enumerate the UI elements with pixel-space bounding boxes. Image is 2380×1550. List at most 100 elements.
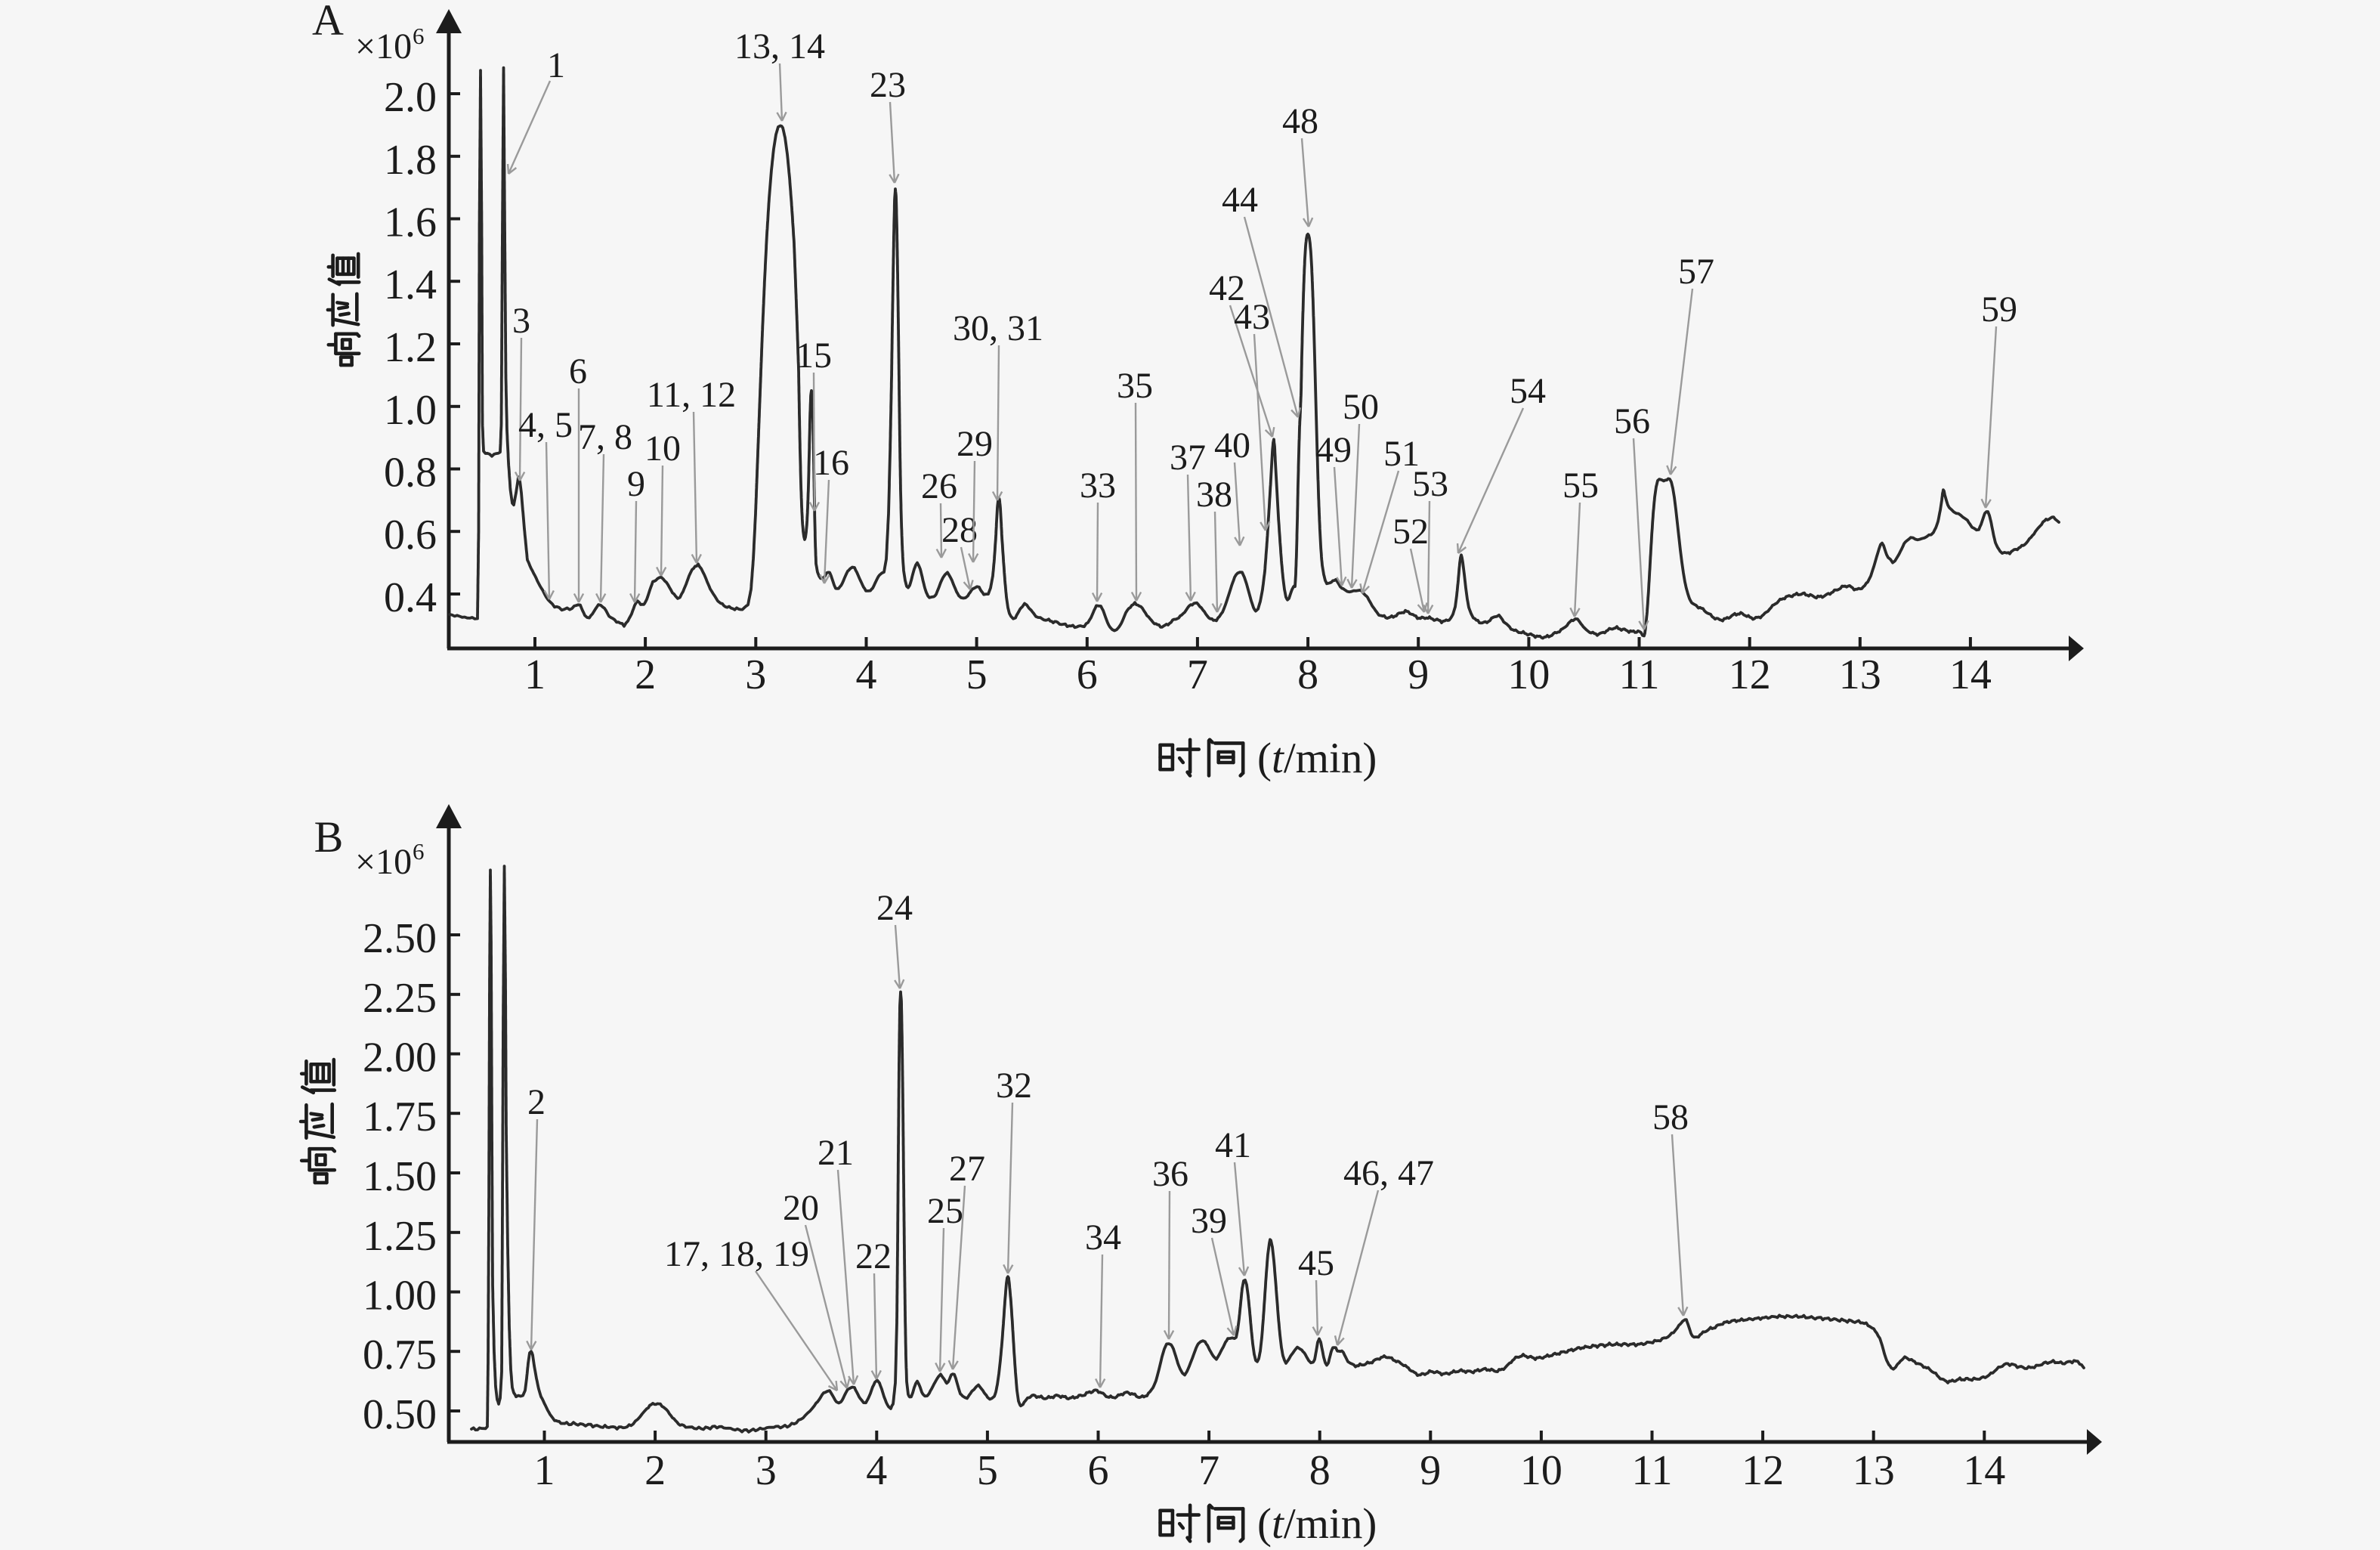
svg-text:6: 6 <box>1077 651 1098 698</box>
svg-text:10: 10 <box>1507 651 1550 698</box>
svg-text:53: 53 <box>1412 464 1448 504</box>
svg-text:7: 7 <box>1187 651 1208 698</box>
svg-text:9: 9 <box>1408 651 1429 698</box>
svg-text:10: 10 <box>1520 1447 1562 1494</box>
svg-text:54: 54 <box>1510 371 1546 411</box>
svg-text:28: 28 <box>941 510 978 550</box>
svg-text:25: 25 <box>927 1191 963 1231</box>
svg-text:46, 47: 46, 47 <box>1343 1153 1434 1193</box>
svg-text:×10: ×10 <box>355 842 412 882</box>
svg-text:B: B <box>314 812 344 862</box>
svg-text:1.6: 1.6 <box>384 200 437 246</box>
svg-text:3: 3 <box>745 651 766 698</box>
svg-text:11: 11 <box>1619 651 1660 698</box>
svg-text:30, 31: 30, 31 <box>953 308 1043 348</box>
svg-text:8: 8 <box>1297 651 1318 698</box>
svg-text:9: 9 <box>1420 1447 1441 1494</box>
svg-text:7, 8: 7, 8 <box>578 417 632 457</box>
svg-text:0.50: 0.50 <box>363 1391 437 1438</box>
svg-text:24: 24 <box>876 888 913 928</box>
svg-text:51: 51 <box>1383 434 1420 474</box>
svg-text:A: A <box>312 0 344 45</box>
svg-text:2.25: 2.25 <box>363 975 437 1022</box>
svg-text:2: 2 <box>635 651 656 698</box>
svg-text:(t/min): (t/min) <box>1257 1500 1377 1548</box>
svg-text:40: 40 <box>1214 425 1250 466</box>
svg-text:42: 42 <box>1209 268 1245 308</box>
svg-text:11: 11 <box>1632 1447 1673 1494</box>
svg-text:5: 5 <box>966 651 988 698</box>
svg-text:4, 5: 4, 5 <box>518 405 573 445</box>
svg-text:1.00: 1.00 <box>363 1273 437 1320</box>
svg-text:1.50: 1.50 <box>363 1153 437 1200</box>
svg-text:57: 57 <box>1678 252 1714 292</box>
svg-text:1.2: 1.2 <box>384 324 437 371</box>
svg-text:6: 6 <box>413 838 425 865</box>
svg-text:22: 22 <box>855 1236 892 1276</box>
svg-text:45: 45 <box>1298 1243 1334 1283</box>
svg-text:2.0: 2.0 <box>384 74 437 121</box>
svg-text:14: 14 <box>1963 1447 2005 1494</box>
svg-text:27: 27 <box>949 1149 985 1189</box>
svg-text:52: 52 <box>1392 512 1429 552</box>
svg-text:2.00: 2.00 <box>363 1035 437 1081</box>
svg-text:14: 14 <box>1949 651 1992 698</box>
svg-text:2: 2 <box>527 1082 546 1122</box>
svg-text:13, 14: 13, 14 <box>734 26 825 67</box>
svg-text:26: 26 <box>921 466 957 506</box>
svg-text:6: 6 <box>569 351 587 391</box>
svg-text:12: 12 <box>1742 1447 1784 1494</box>
svg-text:41: 41 <box>1215 1125 1251 1165</box>
svg-text:2.50: 2.50 <box>363 915 437 962</box>
svg-text:35: 35 <box>1117 366 1153 406</box>
svg-text:1.0: 1.0 <box>384 387 437 434</box>
svg-text:16: 16 <box>813 443 849 483</box>
svg-text:58: 58 <box>1652 1097 1689 1137</box>
svg-text:3: 3 <box>756 1447 777 1494</box>
svg-text:13: 13 <box>1853 1447 1895 1494</box>
svg-text:11, 12: 11, 12 <box>647 375 736 415</box>
svg-text:×10: ×10 <box>355 26 412 67</box>
svg-text:1.75: 1.75 <box>363 1094 437 1140</box>
svg-text:1.4: 1.4 <box>384 261 437 308</box>
svg-text:6: 6 <box>1088 1447 1109 1494</box>
svg-text:3: 3 <box>512 301 530 341</box>
svg-text:38: 38 <box>1196 475 1232 515</box>
svg-text:23: 23 <box>870 65 906 105</box>
svg-text:2: 2 <box>644 1447 666 1494</box>
svg-text:0.75: 0.75 <box>363 1332 437 1378</box>
svg-text:55: 55 <box>1562 466 1599 506</box>
svg-text:56: 56 <box>1614 401 1650 441</box>
svg-text:20: 20 <box>783 1188 819 1228</box>
svg-text:0.8: 0.8 <box>384 450 437 497</box>
svg-text:1.8: 1.8 <box>384 137 437 184</box>
svg-text:1.25: 1.25 <box>363 1213 437 1260</box>
svg-text:1: 1 <box>547 45 565 85</box>
svg-text:59: 59 <box>1981 289 2017 329</box>
svg-text:5: 5 <box>977 1447 998 1494</box>
svg-text:44: 44 <box>1222 180 1258 220</box>
svg-text:17, 18, 19: 17, 18, 19 <box>664 1234 809 1274</box>
svg-text:37: 37 <box>1170 438 1206 478</box>
svg-text:21: 21 <box>818 1133 854 1173</box>
svg-text:34: 34 <box>1085 1217 1121 1258</box>
svg-text:13: 13 <box>1839 651 1881 698</box>
svg-text:43: 43 <box>1234 297 1270 337</box>
svg-text:(t/min): (t/min) <box>1257 735 1377 782</box>
svg-text:9: 9 <box>627 464 645 504</box>
svg-text:1: 1 <box>524 651 546 698</box>
svg-text:0.4: 0.4 <box>384 574 437 621</box>
svg-text:8: 8 <box>1309 1447 1331 1494</box>
svg-text:7: 7 <box>1198 1447 1219 1494</box>
svg-text:39: 39 <box>1191 1201 1227 1241</box>
svg-text:49: 49 <box>1315 430 1352 470</box>
svg-text:50: 50 <box>1343 387 1379 427</box>
svg-text:36: 36 <box>1152 1154 1188 1194</box>
svg-text:0.6: 0.6 <box>384 512 437 558</box>
svg-text:4: 4 <box>856 651 877 698</box>
svg-text:48: 48 <box>1282 101 1318 141</box>
svg-text:33: 33 <box>1080 466 1116 506</box>
svg-text:1: 1 <box>534 1447 555 1494</box>
svg-text:15: 15 <box>796 336 832 376</box>
svg-text:32: 32 <box>996 1066 1032 1106</box>
